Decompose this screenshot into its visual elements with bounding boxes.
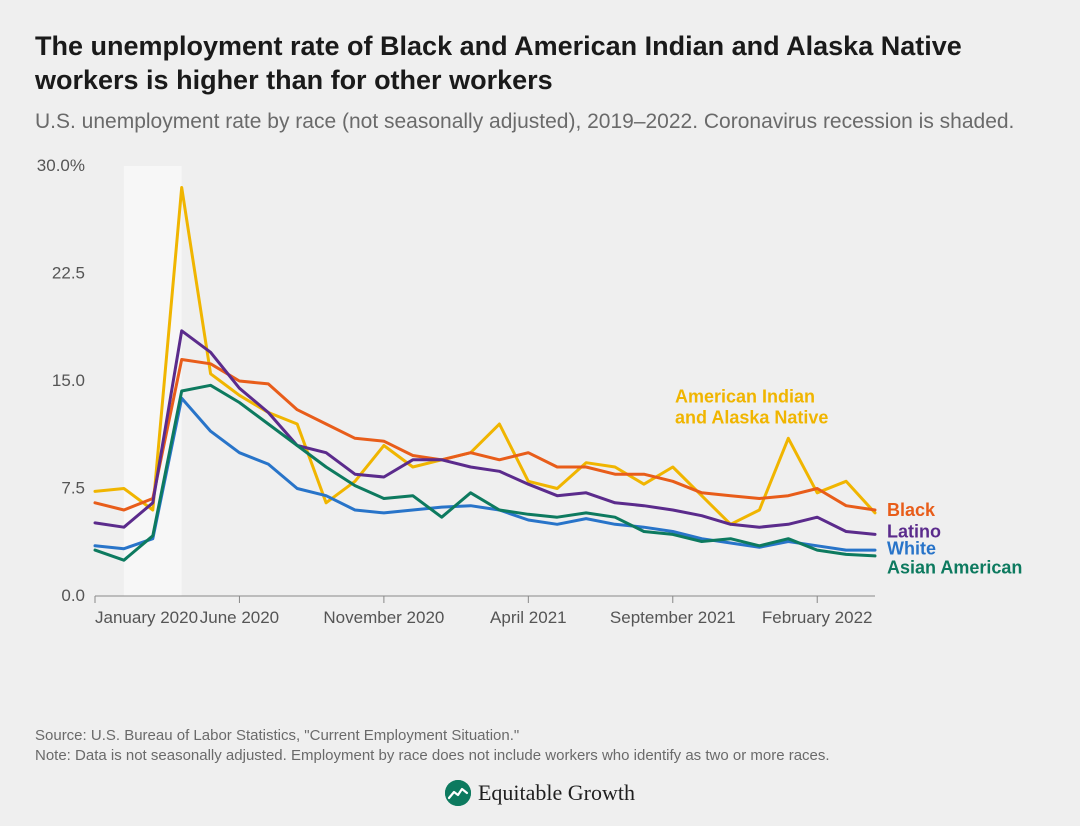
source-line: Source: U.S. Bureau of Labor Statistics,… <box>35 726 1045 746</box>
y-tick-label: 30.0% <box>37 156 85 175</box>
series-line <box>95 359 875 510</box>
series-label: Black <box>887 500 936 520</box>
brand-logo: Equitable Growth <box>35 780 1045 806</box>
note-line: Note: Data is not seasonally adjusted. E… <box>35 746 1045 766</box>
y-tick-label: 22.5 <box>52 263 85 282</box>
x-tick-label: January 2020 <box>95 608 198 627</box>
x-tick-label: April 2021 <box>490 608 567 627</box>
chart-area: 0.0 7.5 15.0 22.5 30.0% January 2020June 2020… <box>35 156 1045 714</box>
x-tick-label: February 2022 <box>762 608 873 627</box>
equitable-growth-icon <box>445 780 471 806</box>
y-tick-label: 7.5 <box>61 478 85 497</box>
x-tick-label: November 2020 <box>323 608 444 627</box>
line-chart: 0.0 7.5 15.0 22.5 30.0% January 2020June 2020… <box>35 156 1045 646</box>
series-label: White <box>887 539 936 559</box>
chart-title: The unemployment rate of Black and Ameri… <box>35 30 1045 98</box>
series-label: American Indianand Alaska Native <box>675 386 828 427</box>
series-label: Asian American <box>887 557 1022 577</box>
x-tick-label: September 2021 <box>610 608 736 627</box>
y-tick-label: 0.0 <box>61 586 85 605</box>
brand-name: Equitable Growth <box>478 780 635 806</box>
x-tick-label: June 2020 <box>200 608 279 627</box>
y-tick-label: 15.0 <box>52 371 85 390</box>
chart-subtitle: U.S. unemployment rate by race (not seas… <box>35 108 1045 136</box>
